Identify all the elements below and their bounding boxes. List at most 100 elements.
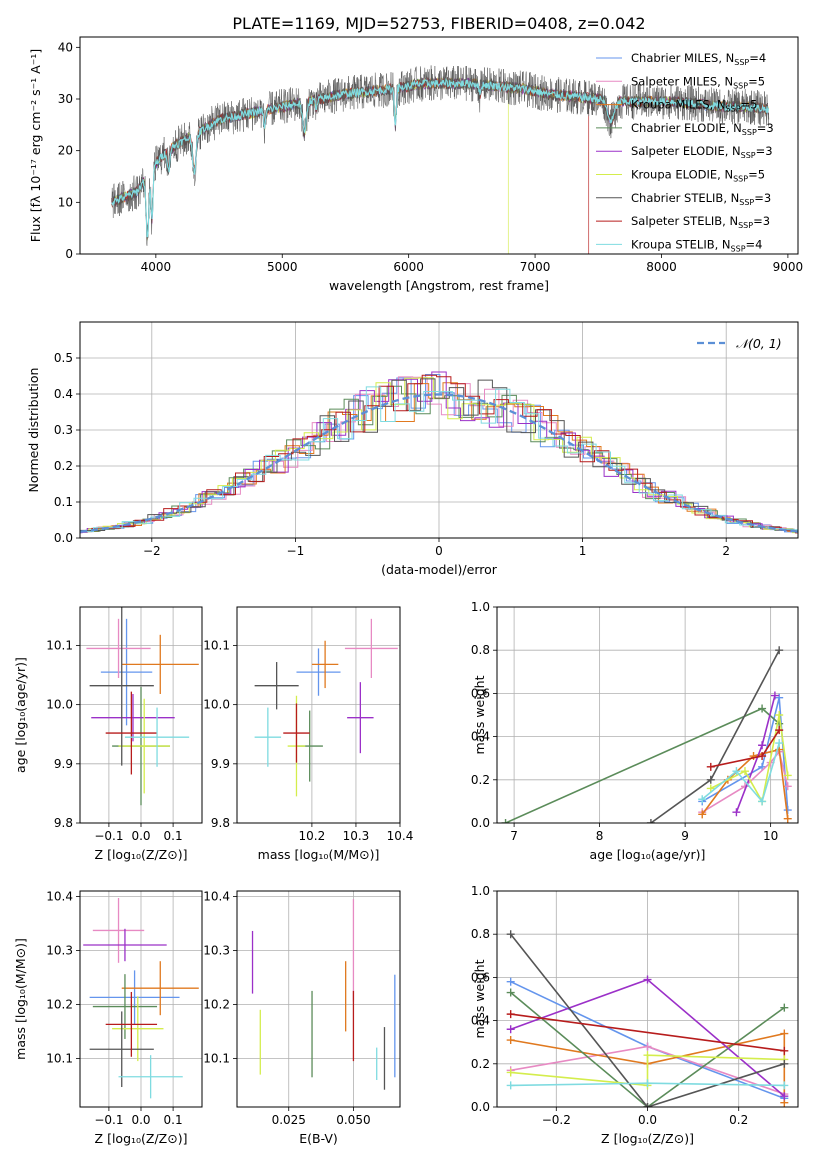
weight_vs_Z-line-6 xyxy=(510,933,785,1107)
mass_vs_ebv-panel: 0.025 0.050 10.1 10.2 10.3 10.4 E(B-V) xyxy=(203,889,401,1146)
weight_vs_Z-marker-6-0 xyxy=(506,930,515,939)
spectrum-xlabel: wavelength [Angstrom, rest frame] xyxy=(329,278,549,293)
weight_vs_Z-ylabel: mass weight xyxy=(472,959,487,1038)
weight_vs_age-xtick-label-3: 10 xyxy=(763,829,778,843)
weight_vs_age-marker-5-1 xyxy=(740,767,749,776)
weight_vs_age-marker-0-2 xyxy=(775,693,784,702)
age_vs_Z-xtick-label-1: 0.0 xyxy=(131,829,150,843)
residuals-panel: −2 −1 0 1 2 0.0 0.1 0.2 0.3 0.4 0.5 (data-model)/er… xyxy=(26,321,799,577)
weight_vs_age-marker-3-0 xyxy=(501,819,510,823)
spectrum-ylabel: Flux [fλ 10⁻¹⁷ erg cm⁻² s⁻¹ A⁻¹] xyxy=(28,49,43,242)
mass_vs_Z-xlabel: Z [log₁₀(Z/Z⊙)] xyxy=(95,1131,188,1146)
residuals-ylabel: Normed distribution xyxy=(26,368,41,493)
weight_vs_age-plot-area xyxy=(501,646,792,823)
age_vs_mass-xtick-label-1: 10.3 xyxy=(343,829,370,843)
age_vs_mass-xlabel: mass [log₁₀(M/M⊙)] xyxy=(258,847,380,862)
weight_vs_Z-marker-8-0 xyxy=(506,1081,515,1090)
spectrum-ytick-label-2: 20 xyxy=(58,144,73,158)
weight_vs_Z-marker-7-1 xyxy=(780,1046,789,1055)
mass_vs_ebv-ytick-label-3: 10.4 xyxy=(203,889,230,903)
weight_vs_Z-marker-4-2 xyxy=(780,1092,789,1101)
mass_vs_Z-ytick-label-3: 10.4 xyxy=(46,889,73,903)
spectrum-legend-label-5: Kroupa ELODIE, NSSP=5 xyxy=(631,168,765,184)
mass_vs_ebv-ytick-label-1: 10.2 xyxy=(203,997,230,1011)
age_vs_Z-ylabel: age [log₁₀(age/yr)] xyxy=(13,657,28,773)
figure-title: PLATE=1169, MJD=52753, FIBERID=0408, z=0… xyxy=(232,14,645,33)
spectrum-xtick-label-5: 9000 xyxy=(773,260,804,274)
weight_vs_Z-xtick-label-0: −0.2 xyxy=(542,1113,571,1127)
mass_vs_ebv-xlabel: E(B-V) xyxy=(299,1131,338,1146)
weight_vs_age-marker-8-0 xyxy=(698,795,707,804)
weight_vs_Z-line-7 xyxy=(510,1013,785,1052)
age_vs_Z-ytick-label-3: 10.1 xyxy=(46,638,73,652)
weight_vs_age-marker-4-2 xyxy=(770,691,779,700)
weight_vs_Z-marker-5-2 xyxy=(643,1051,652,1060)
weight_vs_age-ytick-label-0: 0.0 xyxy=(471,816,490,830)
weight_vs_Z-marker-2-0 xyxy=(506,1036,515,1045)
mass_vs_ebv-ytick-label-0: 10.1 xyxy=(203,1051,230,1065)
weight_vs_Z-panel: −0.2 0.0 0.2 0.0 0.2 0.4 0.6 0.8 1.0 Z [log₁₀(Z/Z… xyxy=(471,884,799,1146)
weight_vs_age-marker-7-0 xyxy=(706,762,715,771)
age_vs_Z-ytick-label-2: 10.0 xyxy=(46,698,73,712)
weight_vs_Z-marker-8-1 xyxy=(643,1079,652,1088)
age_vs_Z-xtick-label-2: 0.1 xyxy=(164,829,183,843)
mass_vs_Z-ytick-label-1: 10.2 xyxy=(46,997,73,1011)
weight_vs_age-marker-5-0 xyxy=(706,784,715,793)
weight_vs_age-marker-6-1 xyxy=(706,775,715,784)
residuals-xtick-label-4: 2 xyxy=(722,544,730,558)
weight_vs_Z-ytick-label-2: 0.4 xyxy=(471,1014,490,1028)
spectrum-ytick-label-4: 40 xyxy=(58,40,73,54)
spectrum-legend-label-3: Chabrier ELODIE, NSSP=3 xyxy=(631,121,774,137)
weight_vs_Z-xtick-label-1: 0.0 xyxy=(638,1113,657,1127)
weight_vs_Z-ytick-label-4: 0.8 xyxy=(471,927,490,941)
mass_vs_Z-panel: −0.1 0.0 0.1 10.1 10.2 10.3 10.4 Z [log₁₀(Z/Z⊙)… xyxy=(13,889,203,1146)
weight_vs_Z-marker-4-0 xyxy=(506,1025,515,1034)
spectrum-legend: Chabrier MILES, NSSP=4 Salpeter MILES, NS… xyxy=(596,51,774,253)
weight_vs_Z-ytick-label-0: 0.0 xyxy=(471,1100,490,1114)
weight_vs_Z-marker-2-2 xyxy=(780,1029,789,1038)
spectrum-legend-label-8: Kroupa STELIB, NSSP=4 xyxy=(631,237,762,253)
age_vs_mass-ytick-label-3: 10.1 xyxy=(203,638,230,652)
residuals-legend-label: 𝒩(0, 1) xyxy=(736,336,782,351)
age_vs_Z-panel: −0.1 0.0 0.1 9.8 9.9 10.0 10.1 Z [log₁₀(Z/Z⊙)] a… xyxy=(13,606,203,862)
age_vs_mass-plot-area xyxy=(254,618,398,797)
weight_vs_age-marker-3-1 xyxy=(758,704,767,713)
residuals-ytick-label-0: 0.0 xyxy=(54,531,73,545)
weight_vs_age-frame xyxy=(496,606,799,824)
spectrum-legend-label-7: Salpeter STELIB, NSSP=3 xyxy=(631,214,770,230)
spectrum-legend-label-1: Salpeter MILES, NSSP=5 xyxy=(631,74,765,90)
mass_vs_Z-ytick-label-0: 10.1 xyxy=(46,1051,73,1065)
mass_vs_ebv-ytick-label-2: 10.3 xyxy=(203,943,230,957)
residuals-plot-area xyxy=(80,371,798,534)
spectrum-ytick-label-1: 10 xyxy=(58,195,73,209)
weight_vs_age-ytick-label-1: 0.2 xyxy=(471,773,490,787)
weight_vs_Z-plot-area xyxy=(506,930,789,1107)
weight_vs_age-xtick-label-0: 7 xyxy=(510,829,518,843)
residuals-ytick-label-5: 0.5 xyxy=(54,351,73,365)
weight_vs_Z-marker-8-2 xyxy=(780,1081,789,1090)
age_vs_mass-frame xyxy=(236,606,401,824)
weight_vs_Z-ytick-label-3: 0.6 xyxy=(471,970,490,984)
mass_vs_Z-xtick-label-2: 0.1 xyxy=(164,1113,183,1127)
residuals-hist-6 xyxy=(80,378,798,532)
weight_vs_Z-marker-7-0 xyxy=(506,1010,515,1019)
weight_vs_age-marker-5-3 xyxy=(775,711,784,719)
residuals-ytick-label-4: 0.4 xyxy=(54,387,73,401)
weight_vs_Z-marker-6-2 xyxy=(780,1059,789,1068)
spectrum-legend-label-2: Kroupa MILES, NSSP=5 xyxy=(631,98,757,114)
weight_vs_Z-ytick-label-5: 1.0 xyxy=(471,884,490,898)
age_vs_Z-ytick-label-1: 9.9 xyxy=(54,757,73,771)
spectrum-panel: 4000 5000 6000 7000 8000 9000 0 10 20 30 40 wavelen… xyxy=(28,36,804,293)
weight_vs_Z-line-5 xyxy=(510,1054,785,1087)
weight_vs_age-marker-4-0 xyxy=(732,808,741,817)
spectrum-line-8 xyxy=(111,77,769,238)
weight_vs_Z-marker-1-1 xyxy=(643,1042,652,1051)
residuals-ytick-label-3: 0.3 xyxy=(54,423,73,437)
weight_vs_age-marker-4-1 xyxy=(758,741,767,750)
age_vs_mass-ytick-label-2: 10.0 xyxy=(203,698,230,712)
weight_vs_age-marker-8-1 xyxy=(732,767,741,776)
weight_vs_age-xtick-label-2: 9 xyxy=(681,829,689,843)
weight_vs_age-marker-1-4 xyxy=(783,782,792,791)
age_vs_mass-xtick-label-0: 10.2 xyxy=(299,829,326,843)
age_vs_mass-ytick-label-0: 9.8 xyxy=(211,816,230,830)
